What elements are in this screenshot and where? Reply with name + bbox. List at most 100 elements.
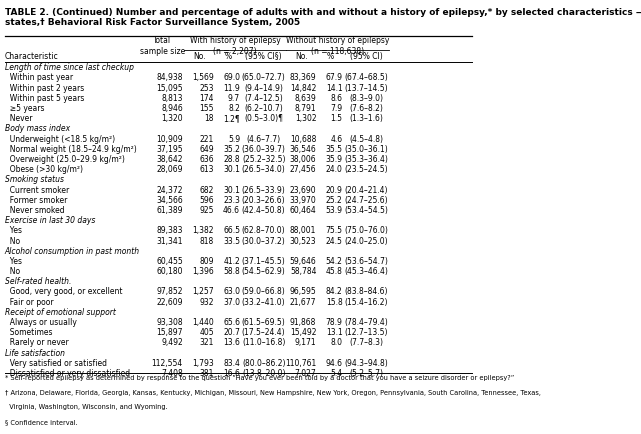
Text: (26.5–33.9): (26.5–33.9) [242, 185, 285, 194]
Text: 8.6: 8.6 [331, 94, 343, 103]
Text: (4.6–7.7): (4.6–7.7) [247, 135, 281, 144]
Text: (25.2–32.5): (25.2–32.5) [242, 155, 285, 164]
Text: 34,566: 34,566 [156, 196, 183, 205]
Text: 30.1: 30.1 [223, 165, 240, 174]
Text: 53.9: 53.9 [326, 206, 343, 215]
Text: Yes: Yes [4, 257, 22, 266]
Text: (13.8–20.0): (13.8–20.0) [242, 369, 285, 378]
Text: (23.5–24.5): (23.5–24.5) [344, 165, 388, 174]
Text: No: No [4, 267, 20, 276]
Text: (65.0–72.7): (65.0–72.7) [242, 73, 285, 82]
Text: 321: 321 [199, 339, 214, 348]
Text: 636: 636 [199, 155, 214, 164]
Text: Life satisfaction: Life satisfaction [4, 349, 65, 358]
Text: 1,320: 1,320 [161, 114, 183, 123]
Text: (7.7–8.3): (7.7–8.3) [349, 339, 383, 348]
Text: 35.5: 35.5 [326, 145, 343, 154]
Text: 23,690: 23,690 [290, 185, 317, 194]
Text: No: No [4, 237, 20, 246]
Text: TABLE 2. (Continued) Number and percentage of adults with and without a history : TABLE 2. (Continued) Number and percenta… [4, 8, 641, 27]
Text: Underweight (<18.5 kg/m²): Underweight (<18.5 kg/m²) [4, 135, 115, 144]
Text: 13.6: 13.6 [223, 339, 240, 348]
Text: 11.9: 11.9 [223, 83, 240, 92]
Text: 932: 932 [199, 298, 214, 307]
Text: 35.9: 35.9 [326, 155, 343, 164]
Text: (42.4–50.8): (42.4–50.8) [242, 206, 285, 215]
Text: 45.8: 45.8 [326, 267, 343, 276]
Text: 78.9: 78.9 [326, 318, 343, 327]
Text: 15,492: 15,492 [290, 328, 317, 337]
Text: 88,001: 88,001 [290, 226, 317, 235]
Text: 613: 613 [199, 165, 214, 174]
Text: 596: 596 [199, 196, 214, 205]
Text: 15,095: 15,095 [156, 83, 183, 92]
Text: With history of epilepsy: With history of epilepsy [190, 36, 280, 46]
Text: 15.8: 15.8 [326, 298, 343, 307]
Text: Alcohol consumption in past month: Alcohol consumption in past month [4, 247, 140, 256]
Text: 69.0: 69.0 [223, 73, 240, 82]
Text: (80.0–86.2): (80.0–86.2) [242, 359, 285, 368]
Text: 221: 221 [199, 135, 214, 144]
Text: 65.6: 65.6 [223, 318, 240, 327]
Text: 10,688: 10,688 [290, 135, 317, 144]
Text: (62.8–70.0): (62.8–70.0) [242, 226, 285, 235]
Text: 84.2: 84.2 [326, 287, 343, 296]
Text: (6.2–10.7): (6.2–10.7) [244, 104, 283, 113]
Text: (36.0–39.7): (36.0–39.7) [242, 145, 286, 154]
Text: (94.3–94.8): (94.3–94.8) [344, 359, 388, 368]
Text: Dissatisfied or very dissatisfied: Dissatisfied or very dissatisfied [4, 369, 130, 378]
Text: 35.2: 35.2 [223, 145, 240, 154]
Text: (54.5–62.9): (54.5–62.9) [242, 267, 285, 276]
Text: Exercise in last 30 days: Exercise in last 30 days [4, 216, 95, 225]
Text: (n = 2,207): (n = 2,207) [213, 47, 257, 56]
Text: 96,595: 96,595 [290, 287, 317, 296]
Text: 97,852: 97,852 [156, 287, 183, 296]
Text: Very satisfied or satisfied: Very satisfied or satisfied [4, 359, 107, 368]
Text: %: % [327, 52, 334, 61]
Text: 25.2: 25.2 [326, 196, 343, 205]
Text: Always or usually: Always or usually [4, 318, 77, 327]
Text: 925: 925 [199, 206, 214, 215]
Text: 59,646: 59,646 [290, 257, 317, 266]
Text: Body mass index: Body mass index [4, 124, 70, 133]
Text: Never: Never [4, 114, 32, 123]
Text: (4.5–4.8): (4.5–4.8) [349, 135, 383, 144]
Text: 1.5: 1.5 [331, 114, 343, 123]
Text: 7.9: 7.9 [331, 104, 343, 113]
Text: (95% CI§): (95% CI§) [246, 52, 282, 61]
Text: 66.5: 66.5 [223, 226, 240, 235]
Text: 24.5: 24.5 [326, 237, 343, 246]
Text: (9.4–14.9): (9.4–14.9) [244, 83, 283, 92]
Text: No.: No. [193, 52, 206, 61]
Text: (24.0–25.0): (24.0–25.0) [344, 237, 388, 246]
Text: Total: Total [153, 36, 171, 46]
Text: Length of time since last checkup: Length of time since last checkup [4, 63, 134, 72]
Text: (78.4–79.4): (78.4–79.4) [344, 318, 388, 327]
Text: (83.8–84.6): (83.8–84.6) [344, 287, 388, 296]
Text: 1,793: 1,793 [192, 359, 214, 368]
Text: (11.0–16.8): (11.0–16.8) [242, 339, 285, 348]
Text: 155: 155 [199, 104, 214, 113]
Text: 9.7: 9.7 [228, 94, 240, 103]
Text: 21,677: 21,677 [290, 298, 317, 307]
Text: (37.1–45.5): (37.1–45.5) [242, 257, 285, 266]
Text: 91,868: 91,868 [290, 318, 317, 327]
Text: Yes: Yes [4, 226, 22, 235]
Text: 20.9: 20.9 [326, 185, 343, 194]
Text: 112,554: 112,554 [151, 359, 183, 368]
Text: (15.4–16.2): (15.4–16.2) [344, 298, 388, 307]
Text: (33.2–41.0): (33.2–41.0) [242, 298, 285, 307]
Text: 22,609: 22,609 [156, 298, 183, 307]
Text: 5.9: 5.9 [228, 135, 240, 144]
Text: 8,813: 8,813 [162, 94, 183, 103]
Text: No.: No. [296, 52, 308, 61]
Text: (67.4–68.5): (67.4–68.5) [344, 73, 388, 82]
Text: 4.6: 4.6 [331, 135, 343, 144]
Text: 24.0: 24.0 [326, 165, 343, 174]
Text: 83,369: 83,369 [290, 73, 317, 82]
Text: 10,909: 10,909 [156, 135, 183, 144]
Text: 24,372: 24,372 [156, 185, 183, 194]
Text: * Self-reported epilepsy as determined by response to the question “Have you eve: * Self-reported epilepsy as determined b… [4, 375, 514, 381]
Text: 30.1: 30.1 [223, 185, 240, 194]
Text: 8,639: 8,639 [295, 94, 317, 103]
